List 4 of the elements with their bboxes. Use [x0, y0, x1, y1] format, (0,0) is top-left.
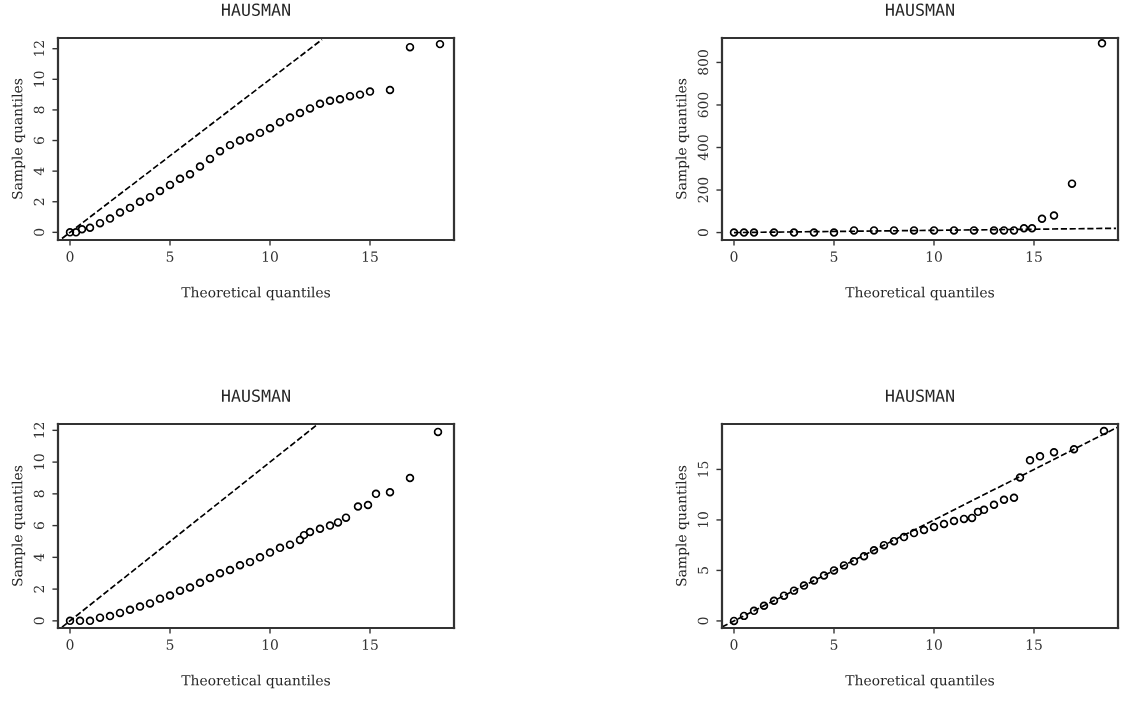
chart-title: HAUSMAN [222, 3, 290, 17]
chart-title: HAUSMAN [222, 389, 290, 403]
chart-title: HAUSMAN [886, 3, 954, 17]
chart-title: HAUSMAN [886, 389, 954, 403]
